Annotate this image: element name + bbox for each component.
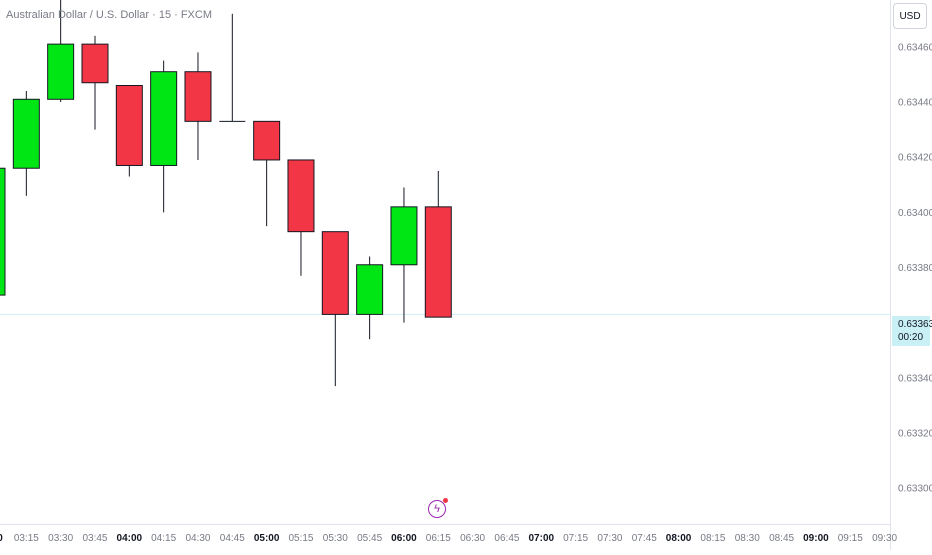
time-tick-label: 05:45 (357, 533, 382, 544)
time-tick-label: 03:15 (14, 533, 39, 544)
time-tick-label: 07:45 (632, 533, 657, 544)
price-tick-label: 0.63400 (898, 208, 932, 219)
candle-body (115, 84, 143, 166)
time-tick-label: 03:30 (48, 533, 73, 544)
candle (219, 13, 246, 122)
time-tick-label: 0 (0, 533, 3, 544)
time-tick-label: 08:30 (735, 533, 760, 544)
price-tick-label: 0.63420 (898, 153, 932, 164)
price-tick-label: 0.63380 (898, 263, 932, 274)
candle (115, 84, 143, 177)
candle-body (184, 71, 212, 122)
candle-body (150, 71, 178, 166)
candle-body (321, 231, 349, 315)
notification-dot (443, 498, 448, 503)
current-price-label: 0.63363 (898, 319, 932, 330)
time-tick-label: 06:00 (391, 533, 417, 544)
candle (321, 231, 349, 387)
time-tick-label: 09:15 (838, 533, 863, 544)
time-tick-label: 09:30 (872, 533, 897, 544)
time-tick-label: 07:00 (528, 533, 554, 544)
candle-body (424, 206, 452, 318)
time-tick-label: 04:15 (151, 533, 176, 544)
price-tick-label: 0.63320 (898, 428, 932, 439)
time-tick-label: 04:00 (117, 533, 143, 544)
time-tick-label: 09:00 (803, 533, 829, 544)
candle (0, 167, 6, 296)
candle (47, 0, 75, 103)
time-tick-label: 06:45 (494, 533, 519, 544)
price-tick-label: 0.63460 (898, 42, 932, 53)
time-tick-label: 07:15 (563, 533, 588, 544)
candles-layer (0, 0, 452, 387)
time-tick-label: 08:00 (666, 533, 692, 544)
price-scale[interactable]: 0.63460 0.63440 0.63420 0.63400 0.63380 0.633… (898, 42, 932, 494)
candle-body (12, 98, 40, 169)
candle (356, 256, 384, 340)
candle-body (390, 206, 418, 266)
currency-button[interactable]: USD (893, 3, 927, 29)
lightning-bolt-icon[interactable]: ϟ (428, 498, 448, 518)
time-tick-label: 04:45 (220, 533, 245, 544)
time-tick-label: 05:00 (254, 533, 280, 544)
candle (81, 35, 109, 130)
time-tick-label: 08:15 (700, 533, 725, 544)
candle-body (253, 120, 281, 161)
time-tick-label: 04:30 (185, 533, 210, 544)
candle (424, 170, 452, 318)
current-price-badge: 0.63363 00:20 (892, 316, 932, 346)
candle-body (356, 264, 384, 315)
candle-body (287, 159, 315, 233)
time-tick-label: 06:30 (460, 533, 485, 544)
time-tick-label: 03:45 (82, 533, 107, 544)
time-tick-label: 05:30 (323, 533, 348, 544)
time-tick-label: 05:15 (288, 533, 313, 544)
price-tick-label: 0.63340 (898, 373, 932, 384)
candle-body (81, 43, 109, 84)
price-tick-label: 0.63440 (898, 98, 932, 109)
time-scale[interactable]: 0 03:15 03:30 03:45 04:00 04:15 04:30 04:45 05:0… (0, 533, 898, 544)
candle-body (47, 43, 75, 100)
time-tick-label: 07:30 (597, 533, 622, 544)
candle (253, 120, 281, 227)
time-tick-label: 06:15 (426, 533, 451, 544)
candle (12, 91, 40, 196)
candle-body (0, 167, 6, 296)
candle (150, 60, 178, 213)
candle (184, 52, 212, 160)
price-tick-label: 0.63300 (898, 484, 932, 495)
symbol-title: Australian Dollar / U.S. Dollar · 15 · F… (6, 9, 212, 21)
candle (287, 159, 315, 276)
candle (390, 187, 418, 323)
lightning-bolt-glyph: ϟ (434, 503, 440, 515)
bar-countdown: 00:20 (898, 332, 924, 343)
time-tick-label: 08:45 (769, 533, 794, 544)
